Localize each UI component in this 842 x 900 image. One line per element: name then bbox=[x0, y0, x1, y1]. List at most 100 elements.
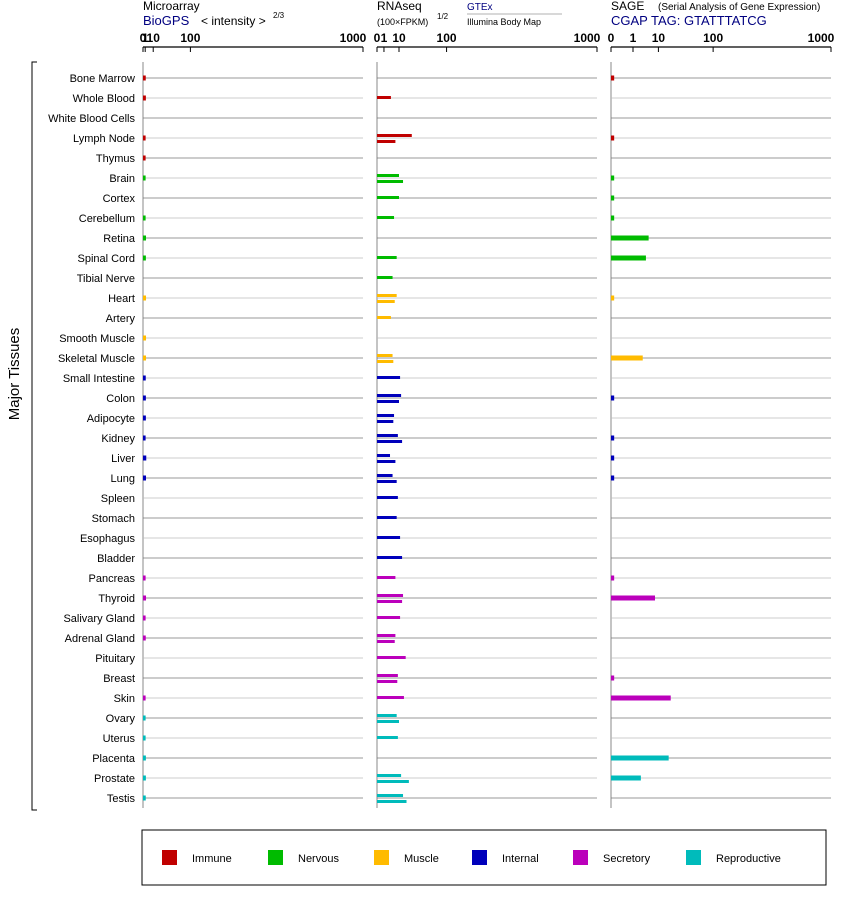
legend: Immune Nervous Muscle Internal Secretory Repr… bbox=[141, 829, 827, 886]
tissue-label: Brain bbox=[109, 173, 135, 185]
tissue-label: Spleen bbox=[101, 493, 135, 505]
x-tick-label: 1000 bbox=[574, 31, 601, 45]
tissue-label: Cortex bbox=[103, 193, 136, 205]
bar-breast bbox=[377, 680, 398, 683]
tissue-label: Artery bbox=[106, 313, 136, 325]
bar-skeletal-muscle bbox=[143, 355, 147, 361]
x-tick-label: 10 bbox=[147, 31, 161, 45]
tissue-label: Prostate bbox=[94, 773, 135, 785]
legend-swatch bbox=[472, 850, 487, 865]
bar-kidney bbox=[377, 440, 403, 443]
panel-headers: Microarray BioGPS < intensity > 2/3 RNAs… bbox=[143, 0, 820, 28]
microarray-title: Microarray bbox=[143, 0, 200, 13]
bar-bladder bbox=[377, 556, 403, 559]
bar-cerebellum bbox=[143, 215, 146, 221]
bar-stomach bbox=[377, 516, 397, 519]
bar-breast bbox=[611, 675, 615, 681]
legend-swatch bbox=[162, 850, 177, 865]
bar-lung bbox=[377, 474, 393, 477]
tissue-label: Skeletal Muscle bbox=[58, 353, 135, 365]
bar-ovary bbox=[143, 715, 146, 721]
x-tick-label: 1 bbox=[630, 31, 637, 45]
bar-liver bbox=[377, 454, 391, 457]
bar-cerebellum bbox=[611, 215, 615, 221]
illumina-label: Illumina Body Map bbox=[467, 17, 541, 27]
bar-lung bbox=[611, 475, 615, 481]
x-tick-label: 10 bbox=[652, 31, 666, 45]
tissue-label: Salivary Gland bbox=[63, 613, 135, 625]
tissue-label: Thymus bbox=[96, 153, 136, 165]
bar-brain bbox=[377, 180, 404, 183]
bar-pancreas bbox=[143, 575, 146, 581]
bar-thymus bbox=[143, 155, 146, 161]
bar-pancreas bbox=[611, 575, 615, 581]
bar-retina bbox=[143, 235, 147, 241]
legend-items: Immune Nervous Muscle Internal Secretory Repr… bbox=[162, 850, 781, 865]
tissue-label: Small Intestine bbox=[63, 373, 135, 385]
x-tick-label: 1 bbox=[381, 31, 388, 45]
x-tick-label: 0 bbox=[374, 31, 381, 45]
bar-placenta bbox=[611, 755, 669, 761]
legend-label: Muscle bbox=[404, 853, 439, 865]
bar-adrenal-gland bbox=[377, 634, 396, 637]
tissue-label: Pituitary bbox=[95, 653, 135, 665]
bar-small-intestine bbox=[377, 376, 401, 379]
tissue-label: Kidney bbox=[101, 433, 135, 445]
legend-label: Internal bbox=[502, 853, 539, 865]
bar-pancreas bbox=[377, 576, 396, 579]
bar-adipocyte bbox=[377, 414, 395, 417]
bar-lung bbox=[377, 480, 397, 483]
tissue-label: Breast bbox=[103, 673, 135, 685]
gtex-label: GTEx bbox=[467, 2, 493, 13]
bar-placenta bbox=[143, 755, 146, 761]
x-tick-label: 100 bbox=[180, 31, 200, 45]
bar-thyroid bbox=[143, 595, 147, 601]
bar-prostate bbox=[611, 775, 641, 781]
bar-skin bbox=[611, 695, 671, 701]
bar-spinal-cord bbox=[611, 255, 646, 261]
bar-cortex bbox=[611, 195, 615, 201]
tissue-label: Lymph Node bbox=[73, 133, 135, 145]
bar-liver bbox=[143, 455, 147, 461]
bar-testis bbox=[377, 794, 404, 797]
bar-whole-blood bbox=[377, 96, 391, 99]
rnaseq-scale-exponent: 1/2 bbox=[437, 12, 449, 21]
tissue-label: Colon bbox=[106, 393, 135, 405]
tissue-label: Whole Blood bbox=[73, 93, 135, 105]
bar-bone-marrow bbox=[143, 75, 146, 81]
tissue-label: Placenta bbox=[92, 753, 136, 765]
bar-kidney bbox=[377, 434, 398, 437]
tissue-label: Spinal Cord bbox=[78, 253, 135, 265]
bar-adipocyte bbox=[377, 420, 394, 423]
bar-liver bbox=[377, 460, 396, 463]
microarray-scale-exponent: 2/3 bbox=[273, 11, 285, 20]
bar-spleen bbox=[377, 496, 398, 499]
x-tick-label: 0 bbox=[140, 31, 147, 45]
tissue-label: Lung bbox=[111, 473, 135, 485]
bar-esophagus bbox=[377, 536, 401, 539]
tissue-label: Ovary bbox=[106, 713, 136, 725]
bar-salivary-gland bbox=[143, 615, 146, 621]
bar-lymph-node bbox=[377, 134, 412, 137]
bar-salivary-gland bbox=[377, 616, 401, 619]
legend-label: Nervous bbox=[298, 853, 339, 865]
bar-adrenal-gland bbox=[377, 640, 395, 643]
bar-cortex bbox=[377, 196, 399, 199]
tissue-label: Bladder bbox=[97, 553, 135, 565]
tissue-label: Stomach bbox=[92, 513, 135, 525]
bar-tibial-nerve bbox=[377, 276, 393, 279]
bar-kidney bbox=[611, 435, 615, 441]
panel-sage: 0 1 10 100 1000 bbox=[608, 31, 835, 808]
tissue-label: Thyroid bbox=[98, 593, 135, 605]
bar-liver bbox=[611, 455, 615, 461]
bar-colon bbox=[377, 394, 402, 397]
tissue-label: Retina bbox=[103, 233, 136, 245]
bar-smooth-muscle bbox=[143, 335, 147, 341]
bar-artery bbox=[377, 316, 391, 319]
legend-swatch bbox=[268, 850, 283, 865]
bar-testis bbox=[377, 800, 407, 803]
bar-brain bbox=[143, 175, 146, 181]
panel-rnaseq: 0 1 10 100 1000 bbox=[374, 31, 601, 808]
